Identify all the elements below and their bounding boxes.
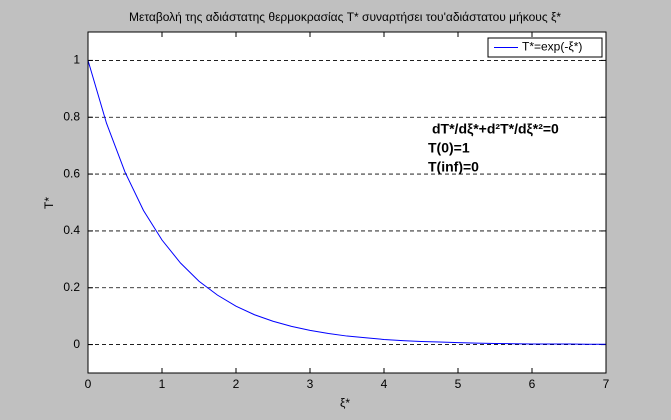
legend-box <box>487 37 603 58</box>
x-tick-label: 4 <box>381 377 388 391</box>
x-tick-label: 2 <box>233 377 240 391</box>
x-tick-label: 3 <box>307 377 314 391</box>
y-tick-label: 0.2 <box>63 280 80 294</box>
y-axis-label: T* <box>42 197 56 209</box>
x-tick-label: 0 <box>85 377 92 391</box>
x-tick-label: 5 <box>455 377 462 391</box>
x-axis-label: ξ* <box>340 396 350 410</box>
x-tick-label: 7 <box>603 377 610 391</box>
annotation: T(0)=1 <box>428 140 470 156</box>
plot-area <box>88 32 606 373</box>
y-tick-label: 0.6 <box>63 166 80 180</box>
annotation: dT*/dξ*+d²T*/dξ*²=0 <box>432 121 559 137</box>
chart-title: Μεταβολή της αδιάστατης θερμοκρασίας T* … <box>129 10 561 24</box>
y-tick-label: 0.8 <box>63 109 80 123</box>
x-tick-label: 1 <box>159 377 166 391</box>
data-line <box>87 60 606 345</box>
y-tick-label: 0.4 <box>63 223 80 237</box>
legend-label: T*=exp(-ξ*) <box>522 40 582 54</box>
y-tick-label: 0 <box>73 337 80 351</box>
y-tick-label: 1 <box>73 53 80 67</box>
plot-frame <box>87 31 607 374</box>
x-tick-label: 6 <box>529 377 536 391</box>
annotation: T(inf)=0 <box>428 159 479 175</box>
